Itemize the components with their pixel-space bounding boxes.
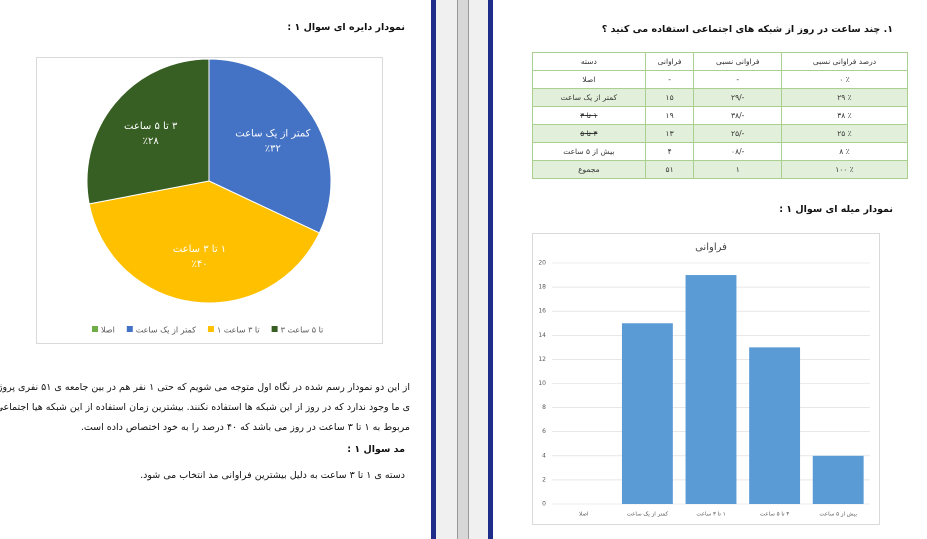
table-row: کمتر از یک ساعت ۱۵ -/۲۹ ٪ ۲۹ <box>532 88 909 107</box>
table-row: ۱ تا ۳ ۱۹ -/۳۸ ٪ ۳۸ <box>532 106 909 125</box>
heading: مد سوال ۱ : <box>347 444 405 455</box>
y-tick-label: 16 <box>538 308 546 315</box>
table-cell: فراوانی نسبی <box>693 52 782 71</box>
table-cell: دسته <box>532 52 646 71</box>
table-cell: اصلا <box>532 70 646 89</box>
y-tick-label: 20 <box>538 260 546 267</box>
table-row: بیش از ۵ ساعت ۴ -/۰۸ ٪ ۸ <box>532 142 909 161</box>
table-cell: ۱ <box>693 160 782 179</box>
paragraph-line: مربوط به ۱ تا ۳ ساعت در روز می باشد که ۴… <box>80 422 410 433</box>
y-tick-label: 18 <box>538 284 546 291</box>
bar <box>812 455 864 504</box>
x-tick-label: ۳ تا ۵ ساعت <box>760 512 789 518</box>
pie-slice <box>86 58 210 205</box>
y-tick-label: 6 <box>542 428 546 435</box>
legend-swatch <box>92 326 98 332</box>
table-cell: ٪ ۲۹ <box>780 88 909 107</box>
legend-label: کمتر از یک ساعت <box>136 326 196 335</box>
table-cell: ۱۹ <box>644 106 695 125</box>
table-cell: ٪ ۰ <box>780 70 909 89</box>
table-cell: -/۲۹ <box>693 88 782 107</box>
table-cell: ٪ ۱۰۰ <box>780 160 909 179</box>
slice-label: ۱ تا ۳ ساعت <box>173 244 226 255</box>
table-row: ۳ تا ۵ ۱۳ -/۲۵ ٪ ۲۵ <box>532 124 909 143</box>
legend-label: ۳ تا ۵ ساعت <box>281 326 324 335</box>
table-cell: ٪ ۲۵ <box>780 124 909 143</box>
heading: نمودار دایره ای سوال ۱ : <box>287 22 405 33</box>
question: ۱. چند ساعت در روز از شبکه های اجتماعی ا… <box>601 24 893 35</box>
heading: نمودار میله ای سوال ۱ : <box>779 204 893 215</box>
table-cell: کمتر از یک ساعت <box>532 88 646 107</box>
paragraph-line: از این دو نمودار رسم شده در نگاه اول متو… <box>0 382 410 393</box>
slice-value-label: ٪۳۲ <box>265 143 281 154</box>
scroll-divider <box>457 0 469 539</box>
page-edge <box>431 0 436 539</box>
y-tick-label: 10 <box>538 380 546 387</box>
table-cell: -/۰۸ <box>693 142 782 161</box>
table-cell: مجموع <box>532 160 646 179</box>
y-tick-label: 12 <box>538 356 546 363</box>
slice-value-label: ٪۴۰ <box>191 259 207 270</box>
table-header: دسته فراوانی فراوانی نسبی درصد فراوانی نسبی <box>532 52 909 71</box>
slice-label: ۳ تا ۵ ساعت <box>124 121 178 132</box>
bar <box>621 323 673 504</box>
y-tick-label: 8 <box>542 404 546 411</box>
table-cell: ۱۵ <box>644 88 695 107</box>
legend-swatch <box>126 326 133 332</box>
x-tick-label: اصلا <box>579 512 589 518</box>
x-tick-label: ۱ تا ۳ ساعت <box>696 512 725 518</box>
table-row: مجموع ۵۱ ۱ ٪ ۱۰۰ <box>532 160 909 179</box>
slice-label: کمتر از یک ساعت <box>235 128 310 139</box>
y-tick-label: 2 <box>542 476 546 483</box>
legend-label: اصلا <box>101 326 115 335</box>
table-cell: - <box>644 70 695 89</box>
pie-slice <box>88 180 321 304</box>
y-tick-label: 4 <box>542 452 546 459</box>
bar <box>749 347 801 504</box>
table-cell: -/۲۵ <box>693 124 782 143</box>
page-edge <box>488 0 493 539</box>
table-cell: ٪ ۸ <box>780 142 909 161</box>
table-cell: - <box>693 70 782 89</box>
y-tick-label: 0 <box>542 501 546 508</box>
table-cell: ۱۳ <box>644 124 695 143</box>
table-cell: ۳ تا ۵ <box>532 124 646 143</box>
table-cell: فراوانی <box>644 52 695 71</box>
legend-swatch <box>207 326 214 332</box>
pie-slice <box>208 58 332 234</box>
table-cell: درصد فراوانی نسبی <box>780 52 909 71</box>
legend-swatch <box>271 326 278 332</box>
table-cell: ۴ <box>644 142 695 161</box>
table-cell: ٪ ۳۸ <box>780 106 909 125</box>
frequency-table: دسته فراوانی فراوانی نسبی درصد فراوانی نسبی… <box>532 52 909 179</box>
paragraph-line: ی ما وجود ندارد که در روز از این شبکه ها… <box>0 402 410 413</box>
chart-title: فراوانی <box>695 242 727 253</box>
table-cell: ۱ تا ۳ <box>532 106 646 125</box>
table-cell: ۵۱ <box>644 160 695 179</box>
legend-label: ۱ تا ۳ ساعت <box>217 326 260 335</box>
bar-chart: فراوانی 0 2 4 6 8 10 12 14 16 18 20 اصلا کمتر از یک س… <box>532 233 880 525</box>
paragraph-line: دسته ی ۱ تا ۳ ساعت به دلیل بیشترین فراوا… <box>140 470 405 481</box>
bar <box>685 275 737 504</box>
table-cell: -/۳۸ <box>693 106 782 125</box>
table-cell: بیش از ۵ ساعت <box>532 142 646 161</box>
y-tick-label: 14 <box>538 332 546 339</box>
x-tick-label: کمتر از یک ساعت <box>627 511 669 518</box>
slice-value-label: ٪۲۸ <box>143 136 160 147</box>
x-tick-label: بیش از ۵ ساعت <box>819 512 857 518</box>
table-row: اصلا - - ٪ ۰ <box>532 70 909 89</box>
